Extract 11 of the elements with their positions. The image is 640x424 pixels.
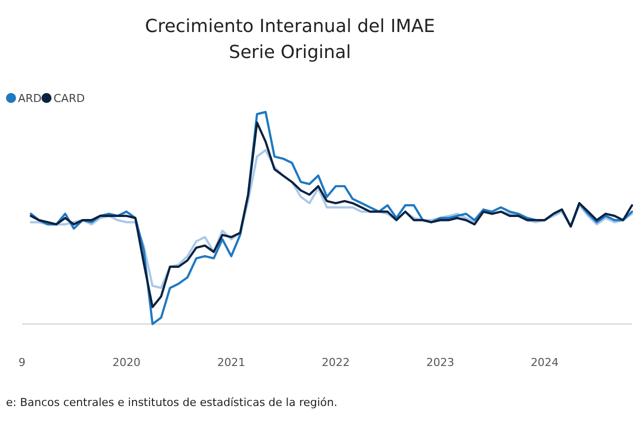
x-tick-label: 9 bbox=[18, 356, 26, 369]
x-tick-label: 2023 bbox=[426, 356, 454, 369]
legend-label: CARD bbox=[54, 92, 85, 105]
x-tick-label: 2021 bbox=[217, 356, 246, 369]
x-tick-label: 2020 bbox=[112, 356, 140, 369]
legend-label: ARD bbox=[18, 92, 42, 105]
x-tick-label: 2022 bbox=[322, 356, 350, 369]
text: e: Bancos centrales e institutos de estadísticas de la región. bbox=[6, 396, 338, 409]
chart-subtitle: Serie Original bbox=[228, 42, 352, 63]
chart-title: Crecimiento Interanual del IMAE bbox=[145, 16, 435, 37]
x-tick-label: 2024 bbox=[530, 356, 559, 369]
